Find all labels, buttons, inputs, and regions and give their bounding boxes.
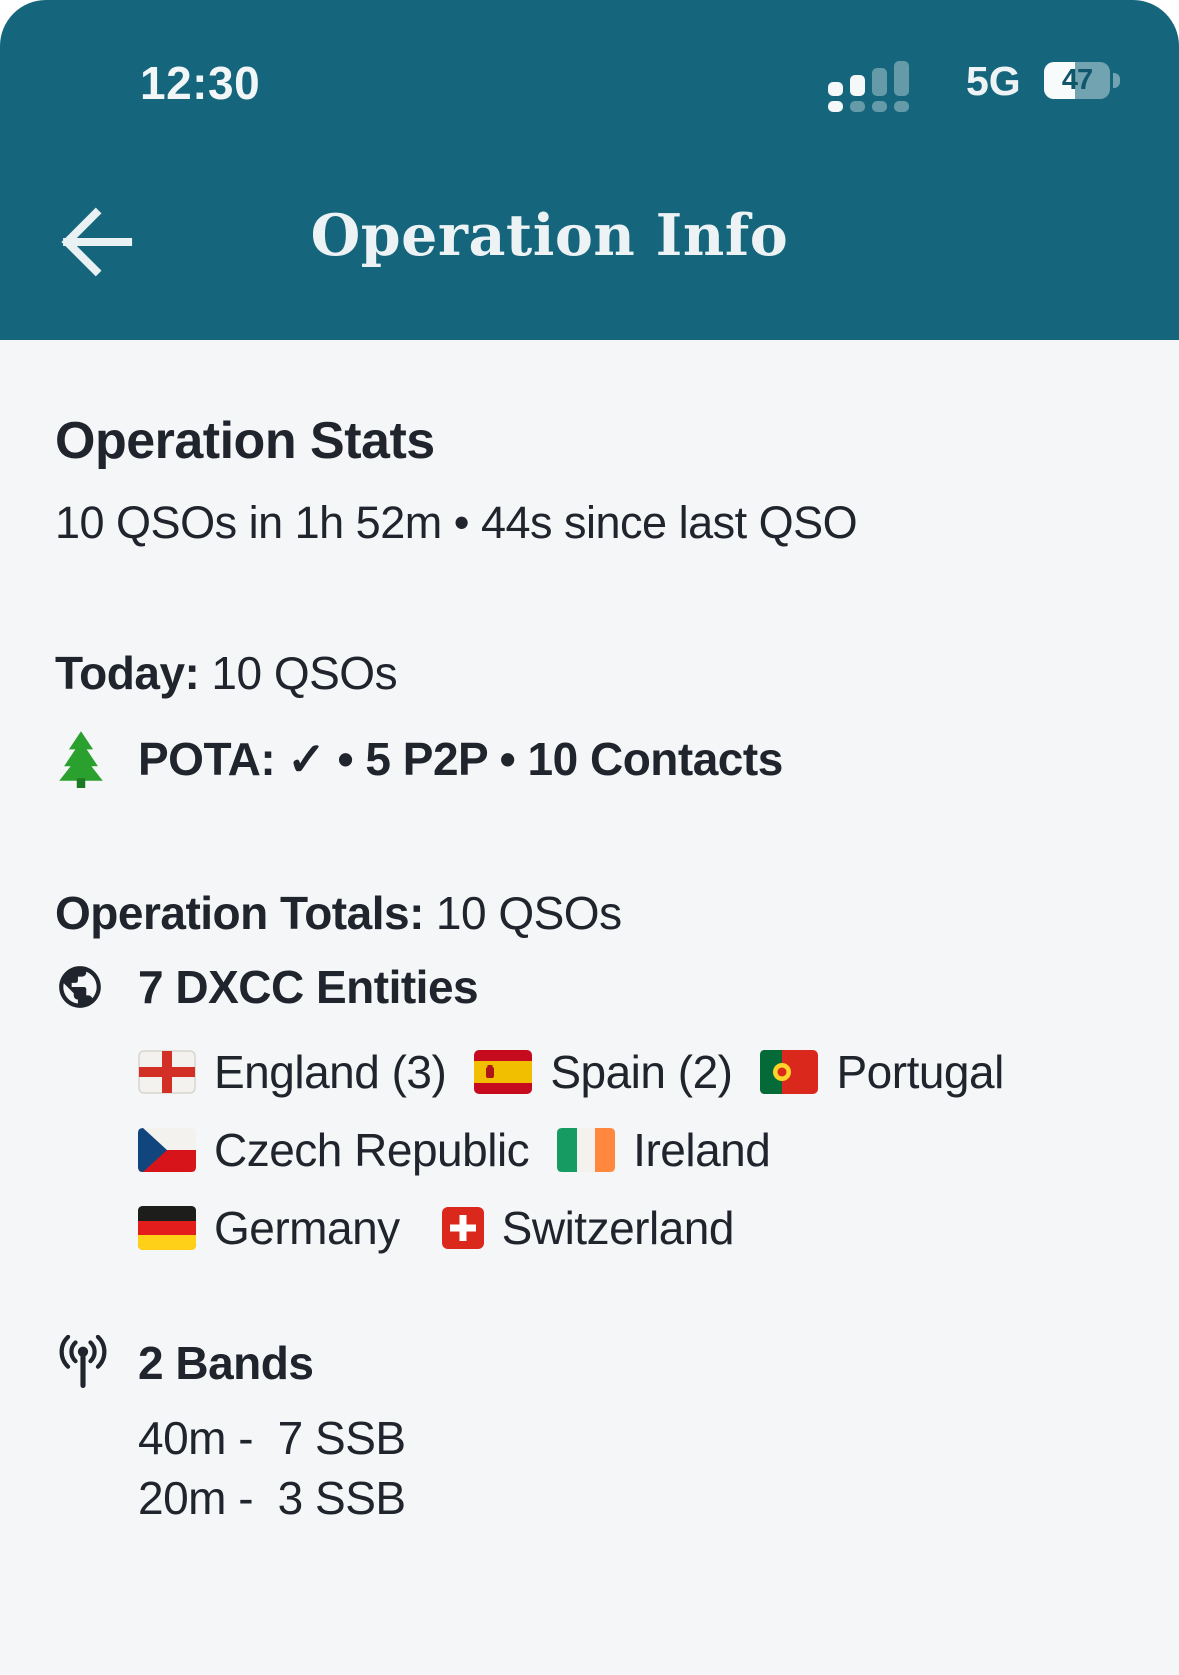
entity-label: Ireland — [633, 1124, 771, 1176]
entity-czech-republic: Czech Republic — [138, 1123, 530, 1177]
network-type-label: 5G — [966, 58, 1021, 104]
battery-percent: 47 — [1061, 64, 1093, 96]
flag-germany-icon — [138, 1206, 196, 1250]
signal-dot — [850, 101, 865, 112]
band-row-40m: 40m - 7 SSB — [138, 1412, 406, 1464]
flag-ireland-icon — [557, 1128, 616, 1172]
signal-dot — [872, 101, 887, 112]
flag-switzerland-icon — [441, 1207, 484, 1249]
signal-column — [828, 82, 843, 112]
entity-label: Germany — [214, 1202, 400, 1254]
dxcc-entity-line: Czech Republic Ireland — [138, 1120, 1124, 1180]
battery-cap — [1113, 73, 1120, 88]
today-line: Today: 10 QSOs — [55, 644, 1124, 702]
battery-indicator: 47 — [1044, 62, 1110, 99]
evergreen-tree-icon — [59, 731, 103, 788]
today-label: Today: — [55, 647, 200, 699]
signal-column — [850, 75, 865, 112]
icon-cell — [55, 730, 138, 788]
signal-dot — [828, 101, 843, 112]
page-title: Operation Info — [310, 202, 789, 269]
bands-heading: 2 Bands — [138, 1337, 314, 1389]
entity-ireland: Ireland — [557, 1123, 771, 1177]
entity-switzerland: Switzerland — [441, 1201, 735, 1255]
entity-label: Spain (2) — [550, 1046, 733, 1098]
today-value: 10 QSOs — [211, 647, 398, 699]
icon-cell — [55, 1335, 138, 1391]
back-button[interactable] — [48, 196, 140, 288]
flag-england-icon — [138, 1050, 196, 1094]
signal-bar — [872, 68, 887, 96]
dxcc-entity-line: Germany Switzerland — [138, 1198, 1124, 1258]
globe-icon — [59, 966, 101, 1008]
dxcc-heading: 7 DXCC Entities — [138, 961, 479, 1013]
signal-dot — [894, 101, 909, 112]
entity-spain: Spain (2) — [474, 1045, 733, 1099]
antenna-signal-icon — [59, 1335, 107, 1388]
flag-czech-republic-icon — [138, 1128, 196, 1172]
band-row-20m: 20m - 3 SSB — [138, 1472, 406, 1524]
qso-summary: 10 QSOs in 1h 52m • 44s since last QSO — [55, 497, 858, 548]
dxcc-entity-line: England (3) Spain (2) Portugal — [138, 1042, 1124, 1102]
flag-portugal-icon — [760, 1050, 819, 1094]
operation-totals-value: 10 QSOs — [435, 887, 622, 939]
entity-england: England (3) — [138, 1045, 447, 1099]
section-heading-operation-stats: Operation Stats — [55, 412, 435, 470]
icon-cell — [55, 962, 138, 1012]
cellular-signal-icon — [828, 60, 909, 112]
signal-column — [872, 68, 887, 112]
entity-portugal: Portugal — [760, 1045, 1004, 1099]
pota-value: ✓ • 5 P2P • 10 Contacts — [287, 733, 783, 785]
entity-label: Portugal — [836, 1046, 1004, 1098]
pota-label: POTA: — [138, 733, 276, 785]
entity-label: Czech Republic — [214, 1124, 530, 1176]
battery-fill — [1044, 62, 1076, 99]
dxcc-heading-line: 7 DXCC Entities — [55, 958, 1124, 1016]
entity-label: Switzerland — [501, 1202, 735, 1254]
arrow-left-icon — [61, 207, 133, 277]
flag-spain-icon — [474, 1050, 533, 1094]
signal-bar — [850, 75, 865, 96]
signal-column — [894, 61, 909, 112]
bands-heading-line: 2 Bands — [55, 1334, 1124, 1392]
signal-bar — [894, 61, 909, 96]
operation-totals-line: Operation Totals: 10 QSOs — [55, 884, 1124, 942]
entity-germany: Germany — [138, 1201, 400, 1255]
status-time: 12:30 — [140, 57, 261, 109]
signal-bar — [828, 82, 843, 96]
entity-label: England (3) — [214, 1046, 447, 1098]
app-header: 12:30 5G 47 Operation Info — [0, 0, 1179, 340]
operation-totals-label: Operation Totals: — [55, 887, 424, 939]
content: Operation Stats 10 QSOs in 1h 52m • 44s … — [0, 412, 1179, 1528]
pota-line: POTA: ✓ • 5 P2P • 10 Contacts — [55, 730, 1124, 788]
